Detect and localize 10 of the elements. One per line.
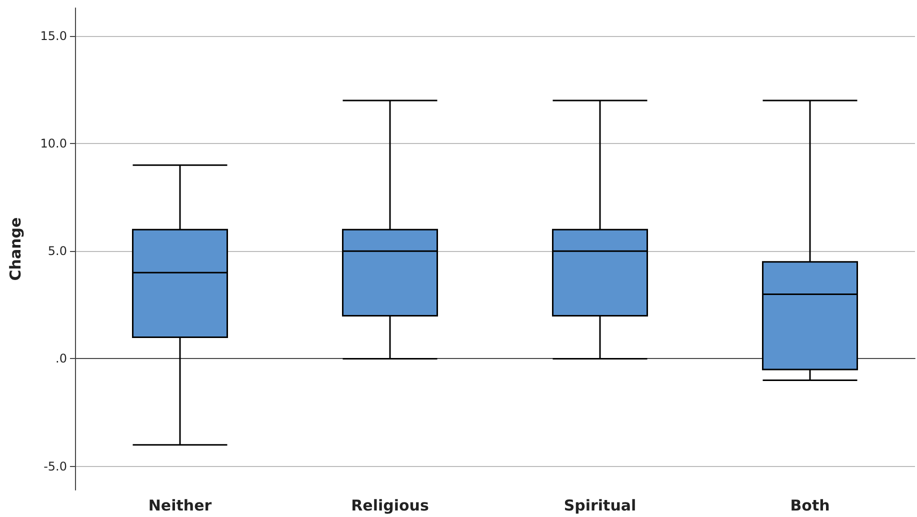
y-tick-label: -5.0 [44,459,67,474]
x-tick-label: Neither [148,496,212,514]
y-tick-label: 5.0 [48,244,67,258]
x-tick-label: Religious [351,496,429,514]
y-tick-label: .0 [56,352,67,366]
x-tick-label: Spiritual [564,496,636,514]
y-axis-title: Change [6,217,24,281]
x-tick-label: Both [790,496,830,514]
y-tick-label: 10.0 [40,136,67,151]
y-tick-label: 15.0 [40,28,67,43]
